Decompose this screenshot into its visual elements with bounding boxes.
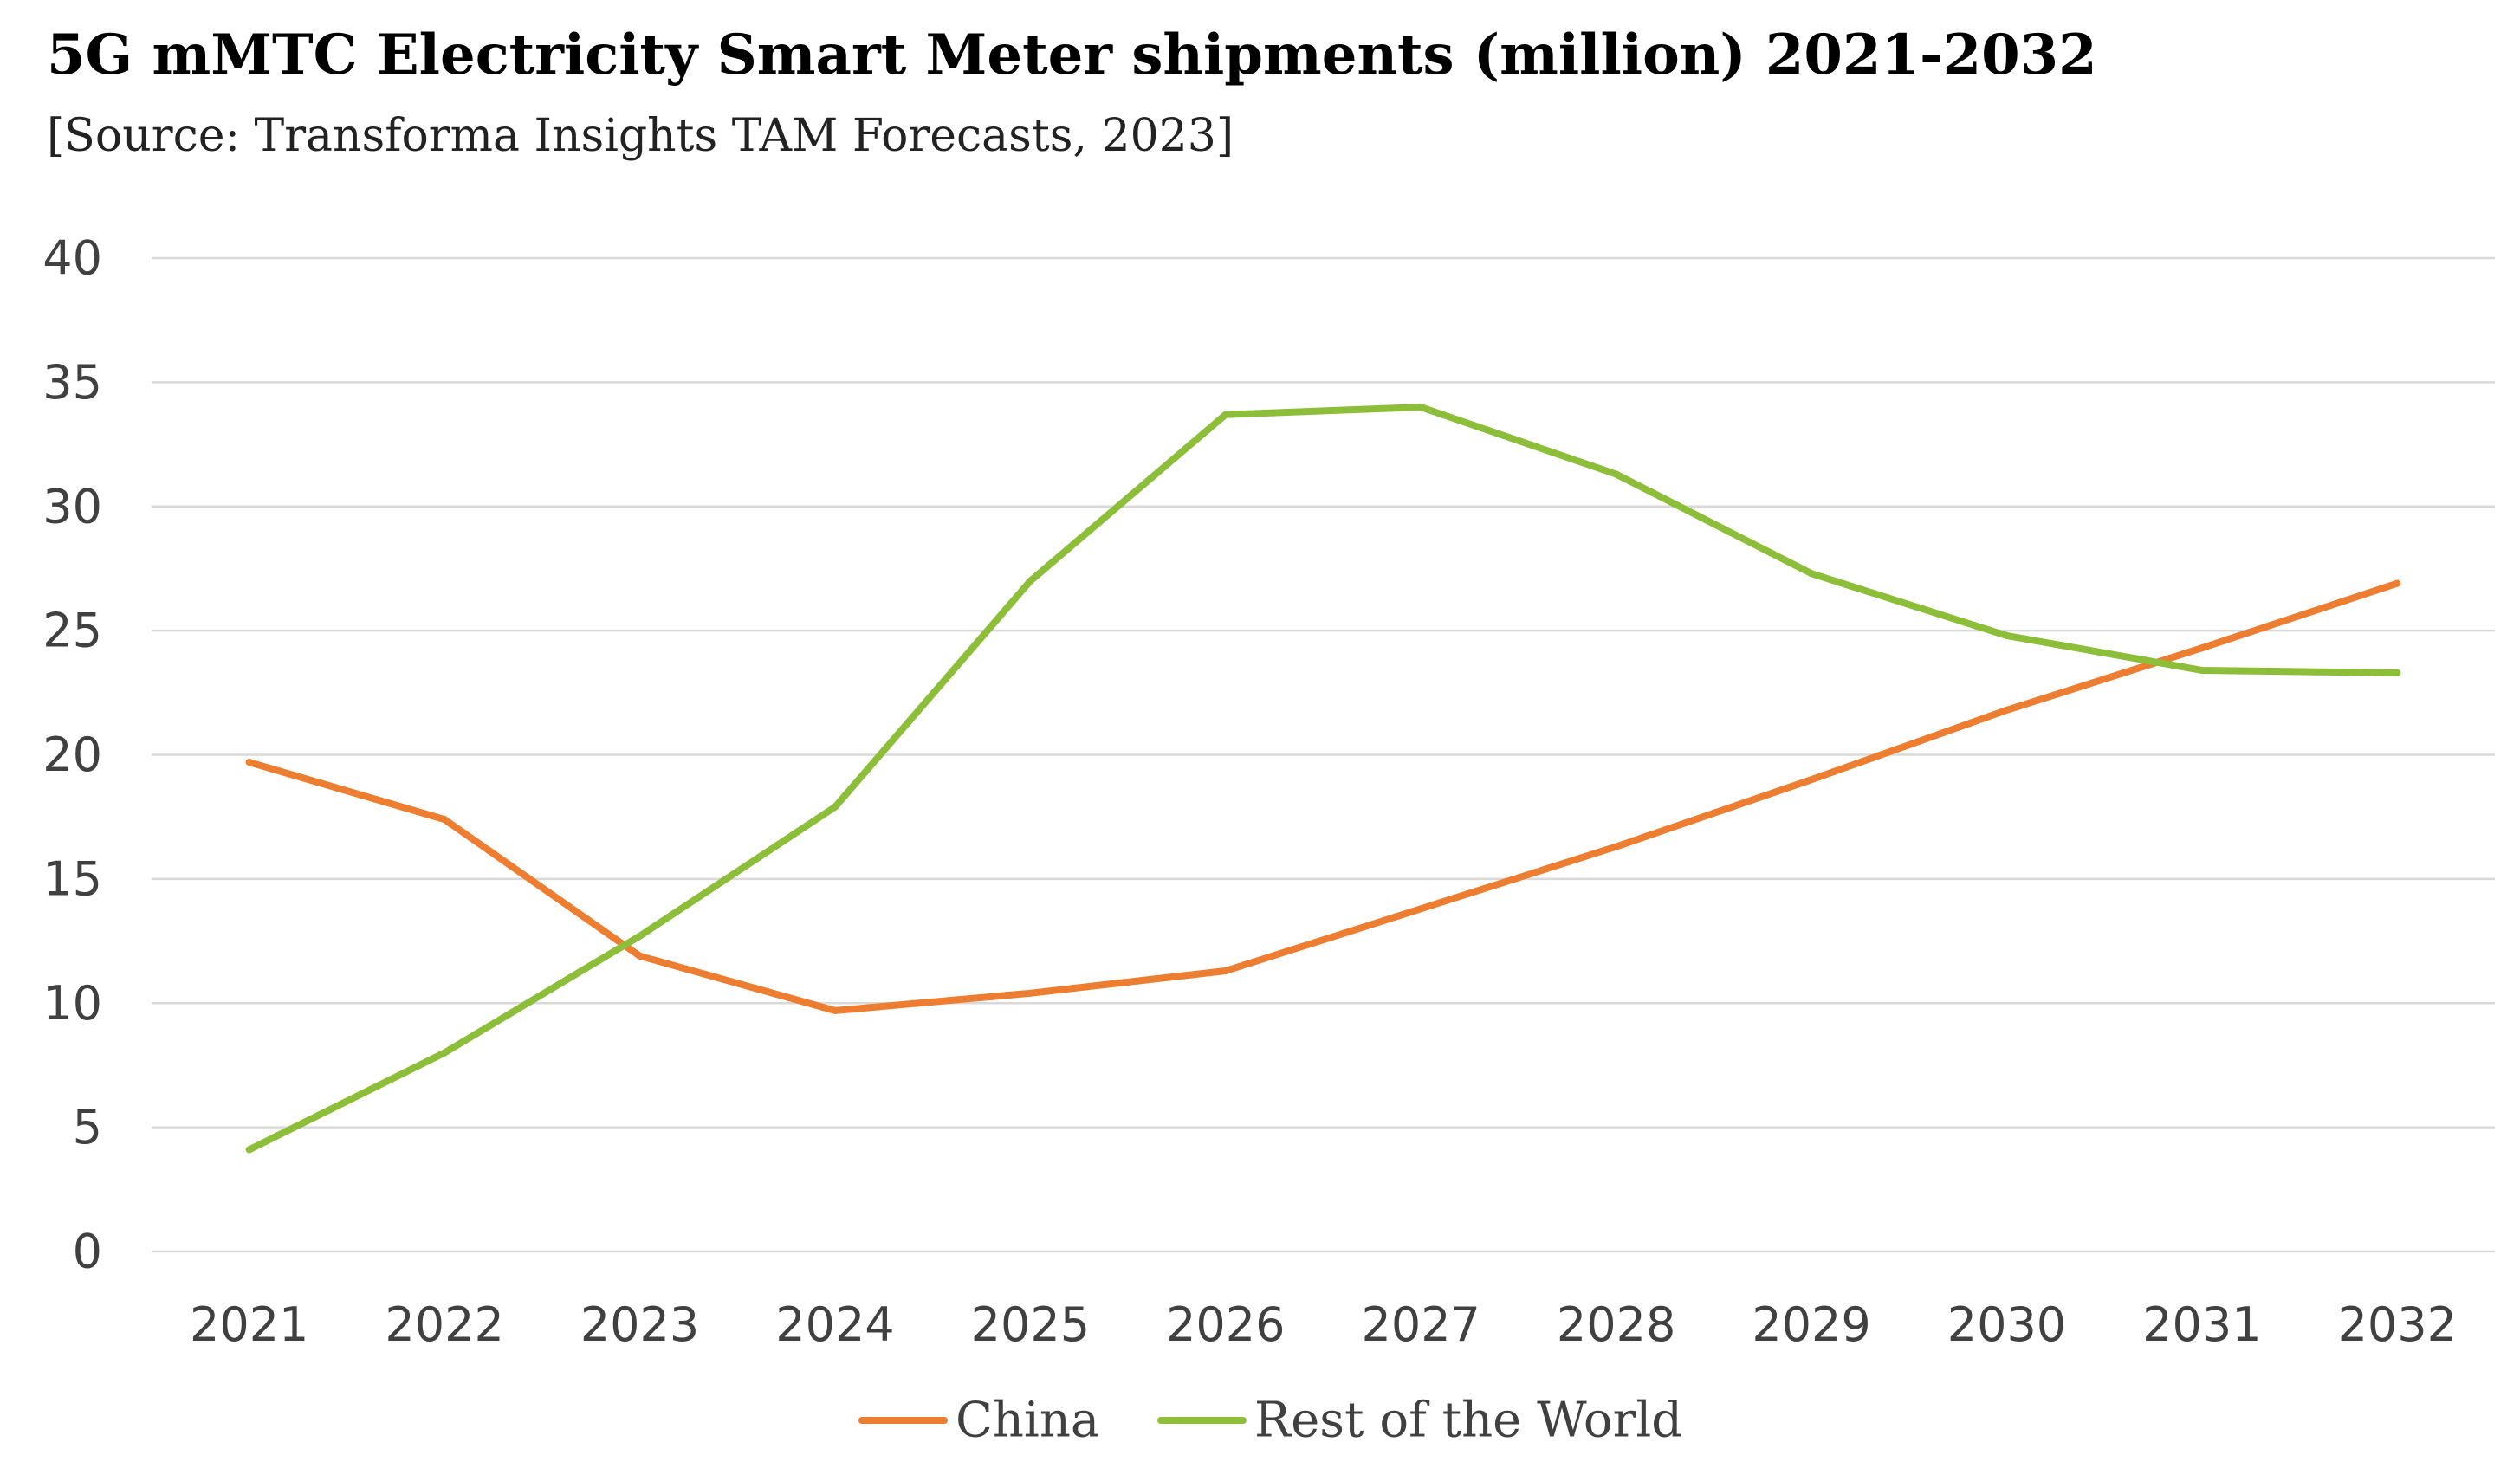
data-point (1417, 404, 1425, 411)
legend-label: Rest of the World (1254, 1393, 1682, 1449)
y-tick-label: 25 (42, 604, 102, 658)
data-point (1221, 411, 1229, 418)
y-axis-ticks: 0 5 10 15 20 25 30 35 40 (42, 231, 102, 1279)
series-line-1 (245, 404, 2401, 1154)
x-tick-label: 2030 (1947, 1297, 2066, 1352)
x-tick-label: 2026 (1166, 1297, 1285, 1352)
y-tick-label: 15 (42, 851, 102, 906)
data-point (1808, 776, 1816, 784)
gridlines (152, 256, 2495, 1253)
x-tick-label: 2031 (2142, 1297, 2261, 1352)
x-tick-label: 2024 (775, 1297, 894, 1352)
series-lines (245, 404, 2401, 1154)
y-tick-label: 35 (42, 355, 102, 410)
data-point (831, 1006, 839, 1014)
x-axis-ticks: 2021 2022 2023 2024 2025 2026 2027 2028 2029 2030… (190, 1297, 2457, 1352)
data-point (1221, 967, 1229, 974)
x-tick-label: 2027 (1361, 1297, 1480, 1352)
data-point (245, 1146, 253, 1154)
data-point (1027, 577, 1034, 585)
chart-title: 5G mMTC Electricity Smart Meter shipment… (47, 23, 2097, 87)
data-point (2003, 706, 2011, 714)
data-point (2394, 669, 2401, 676)
x-tick-label: 2032 (2338, 1297, 2457, 1352)
data-point (1417, 905, 1425, 913)
legend: China Rest of the World (858, 1393, 1682, 1449)
x-tick-label: 2025 (971, 1297, 1090, 1352)
y-tick-label: 20 (42, 728, 102, 782)
data-point (441, 816, 449, 824)
data-point (2394, 579, 2401, 587)
data-point (1027, 989, 1034, 997)
data-point (2198, 667, 2206, 675)
x-tick-label: 2022 (385, 1297, 503, 1352)
data-point (1808, 570, 1816, 578)
y-tick-label: 5 (73, 1100, 102, 1154)
x-tick-label: 2028 (1557, 1297, 1675, 1352)
data-point (2198, 644, 2206, 652)
data-point (831, 803, 839, 811)
data-point (441, 1049, 449, 1057)
y-tick-label: 40 (42, 231, 102, 286)
data-point (636, 952, 644, 960)
data-point (636, 932, 644, 940)
x-tick-label: 2021 (190, 1297, 308, 1352)
y-tick-label: 30 (42, 479, 102, 534)
data-point (2003, 631, 2011, 639)
data-point (1612, 843, 1620, 850)
data-point (245, 759, 253, 766)
y-tick-label: 10 (42, 976, 102, 1031)
y-tick-label: 0 (73, 1225, 102, 1279)
x-tick-label: 2029 (1752, 1297, 1870, 1352)
legend-label: China (956, 1393, 1099, 1449)
chart-subtitle: [Source: Transforma Insights TAM Forecas… (47, 110, 1234, 162)
series-line-0 (245, 579, 2401, 1014)
data-point (1612, 470, 1620, 478)
x-tick-label: 2023 (580, 1297, 699, 1352)
